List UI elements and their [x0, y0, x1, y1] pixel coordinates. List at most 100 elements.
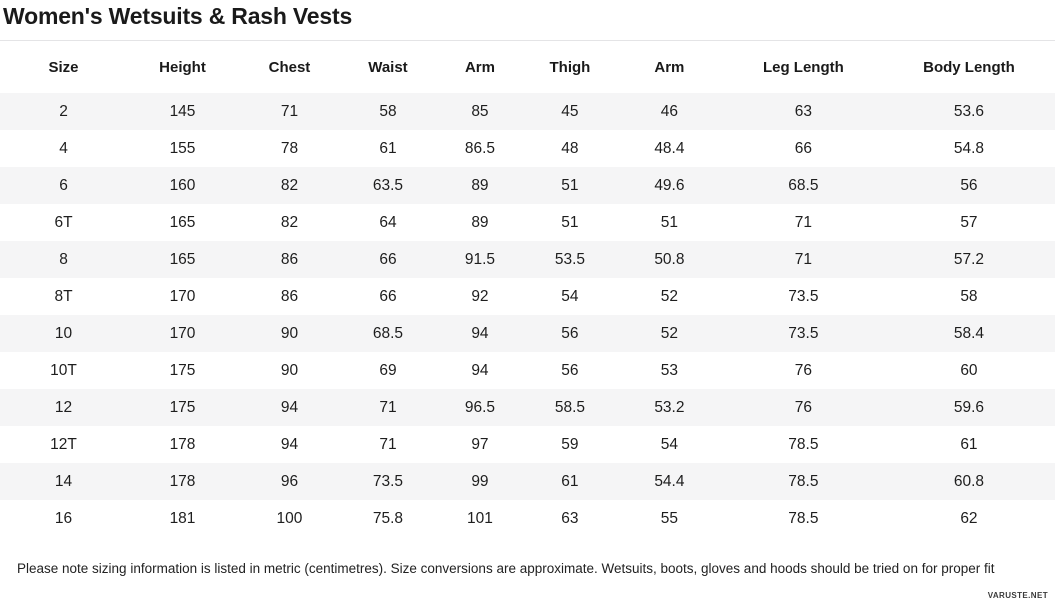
measurement-cell: 63.5 [372, 176, 404, 194]
measurement-cell: 66 [794, 139, 812, 157]
column-header: Arm [654, 58, 685, 76]
measurement-cell: 90 [280, 324, 299, 342]
measurement-cell: 52 [660, 324, 679, 342]
measurement-cell: 82 [280, 213, 299, 231]
measurement-cell: 96.5 [464, 398, 496, 416]
measurement-cell: 175 [169, 398, 196, 416]
measurement-cell: 63 [794, 102, 812, 120]
measurement-cell: 54 [660, 435, 679, 453]
measurement-cell: 49.6 [654, 176, 685, 194]
measurement-cell: 91.5 [464, 250, 496, 268]
measurement-cell: 86.5 [464, 139, 496, 157]
measurement-cell: 92 [471, 287, 489, 305]
measurement-cell: 59 [561, 435, 579, 453]
measurement-cell: 71 [794, 250, 812, 268]
table-row: 8T 170 86 66 92 54 52 73.5 58 [0, 278, 1055, 315]
measurement-cell: 50.8 [654, 250, 685, 268]
measurement-cell: 82 [280, 176, 299, 194]
measurement-cell: 64 [379, 213, 397, 231]
column-header: Thigh [549, 58, 591, 76]
table-row: 10T 175 90 69 94 56 53 76 60 [0, 352, 1055, 389]
measurement-cell: 53.6 [953, 102, 985, 120]
measurement-cell: 73.5 [788, 287, 819, 305]
measurement-cell: 85 [471, 102, 489, 120]
measurement-cell: 99 [471, 472, 489, 490]
measurement-cell: 54 [561, 287, 579, 305]
measurement-cell: 86 [280, 287, 299, 305]
measurement-cell: 58 [960, 287, 978, 305]
measurement-cell: 78.5 [788, 509, 819, 527]
size-cell: 12 [54, 398, 73, 416]
measurement-cell: 54.8 [953, 139, 985, 157]
measurement-cell: 71 [280, 102, 299, 120]
measurement-cell: 71 [379, 435, 397, 453]
measurement-cell: 100 [276, 509, 303, 527]
measurement-cell: 76 [794, 361, 812, 379]
measurement-cell: 89 [471, 176, 489, 194]
measurement-cell: 75.8 [372, 509, 404, 527]
measurement-cell: 61 [960, 435, 978, 453]
measurement-cell: 73.5 [788, 324, 819, 342]
measurement-cell: 56 [561, 324, 579, 342]
measurement-cell: 86 [280, 250, 299, 268]
measurement-cell: 53 [660, 361, 679, 379]
measurement-cell: 58.4 [953, 324, 985, 342]
measurement-cell: 66 [379, 287, 397, 305]
size-cell: 8T [54, 287, 73, 305]
measurement-cell: 155 [169, 139, 196, 157]
measurement-cell: 178 [169, 435, 196, 453]
measurement-cell: 57.2 [953, 250, 985, 268]
measurement-cell: 71 [379, 398, 397, 416]
measurement-cell: 58 [379, 102, 397, 120]
size-cell: 10 [54, 324, 73, 342]
column-header: Height [159, 58, 206, 76]
measurement-cell: 90 [280, 361, 299, 379]
size-chart-table: Size Height Chest Waist Arm Thigh Arm Leg Lengt… [0, 41, 1055, 537]
measurement-cell: 78.5 [788, 472, 819, 490]
measurement-cell: 56 [960, 176, 978, 194]
measurement-cell: 62 [960, 509, 978, 527]
measurement-cell: 60.8 [953, 472, 985, 490]
measurement-cell: 175 [169, 361, 196, 379]
measurement-cell: 71 [794, 213, 812, 231]
column-header: Arm [464, 58, 495, 76]
measurement-cell: 165 [169, 250, 196, 268]
column-header: Waist [368, 58, 408, 76]
measurement-cell: 46 [660, 102, 679, 120]
measurement-cell: 68.5 [372, 324, 404, 342]
size-cell: 16 [54, 509, 73, 527]
measurement-cell: 54.4 [654, 472, 685, 490]
measurement-cell: 94 [471, 324, 489, 342]
size-cell: 12T [50, 435, 77, 453]
measurement-cell: 170 [169, 324, 196, 342]
measurement-cell: 53.5 [554, 250, 586, 268]
measurement-cell: 57 [960, 213, 978, 231]
measurement-cell: 52 [660, 287, 679, 305]
measurement-cell: 165 [169, 213, 196, 231]
size-cell: 14 [54, 472, 73, 490]
measurement-cell: 51 [561, 176, 579, 194]
table-row: 16 181 100 75.8 101 63 55 78.5 62 [0, 500, 1055, 537]
table-row: 2 145 71 58 85 45 46 63 53.6 [0, 93, 1055, 130]
watermark: VARUSTE.NET [987, 591, 1048, 600]
column-header: Size [48, 58, 79, 76]
measurement-cell: 63 [561, 509, 579, 527]
page-title: Women's Wetsuits & Rash Vests [0, 0, 1055, 41]
measurement-cell: 60 [960, 361, 978, 379]
table-row: 4 155 78 61 86.5 48 48.4 66 54.8 [0, 130, 1055, 167]
measurement-cell: 58.5 [554, 398, 586, 416]
measurement-cell: 51 [660, 213, 679, 231]
column-header: Body Length [923, 58, 1015, 76]
size-cell: 10T [50, 361, 77, 379]
table-row: 10 170 90 68.5 94 56 52 73.5 58.4 [0, 315, 1055, 352]
measurement-cell: 178 [169, 472, 196, 490]
measurement-cell: 66 [379, 250, 397, 268]
measurement-cell: 78.5 [788, 435, 819, 453]
measurement-cell: 48 [561, 139, 579, 157]
size-cell: 2 [59, 102, 68, 120]
sizing-footnote: Please note sizing information is listed… [17, 561, 995, 576]
size-cell: 8 [59, 250, 68, 268]
measurement-cell: 160 [169, 176, 196, 194]
measurement-cell: 51 [561, 213, 579, 231]
